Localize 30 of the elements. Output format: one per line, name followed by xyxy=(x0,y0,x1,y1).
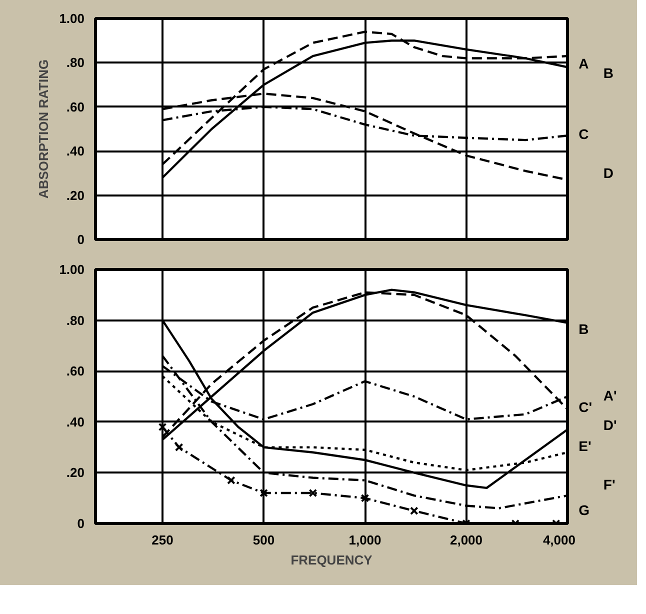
series-label: E' xyxy=(578,438,592,454)
y-tick-label: .60 xyxy=(66,99,85,114)
text: A' xyxy=(603,388,617,404)
series-label: A xyxy=(578,55,589,72)
x-tick-label: 500 xyxy=(252,532,275,548)
series-label: B xyxy=(578,321,589,338)
series-label: C xyxy=(578,126,589,142)
y-tick-label: 1.00 xyxy=(59,11,85,26)
text: D xyxy=(603,165,614,182)
y-axis-title: ABSORPTION RATING xyxy=(36,59,52,199)
series-label: G xyxy=(578,502,590,518)
text: F' xyxy=(603,476,616,493)
x-tick-label: 250 xyxy=(152,532,174,548)
y-tick-label: 0 xyxy=(77,516,85,531)
y-tick-label: 1.00 xyxy=(59,262,85,277)
y-tick-label: .80 xyxy=(66,312,85,328)
x-tick-label: 4,000 xyxy=(542,532,576,548)
x-tick-label: 2,000 xyxy=(450,532,483,548)
x-axis-title: FREQUENCY xyxy=(290,552,373,568)
y-tick-label: .40 xyxy=(66,144,85,159)
y-tick-label: .80 xyxy=(66,55,85,70)
y-tick-label: .20 xyxy=(66,465,85,480)
y-tick-label: 0 xyxy=(77,232,85,247)
text: D' xyxy=(603,417,617,434)
series-label: C' xyxy=(578,398,592,415)
y-tick-label: .40 xyxy=(66,414,85,430)
x-tick-label: 1,000 xyxy=(348,532,382,548)
text: B xyxy=(603,65,614,82)
y-tick-label: .60 xyxy=(66,364,85,379)
y-tick-label: .20 xyxy=(66,188,85,203)
